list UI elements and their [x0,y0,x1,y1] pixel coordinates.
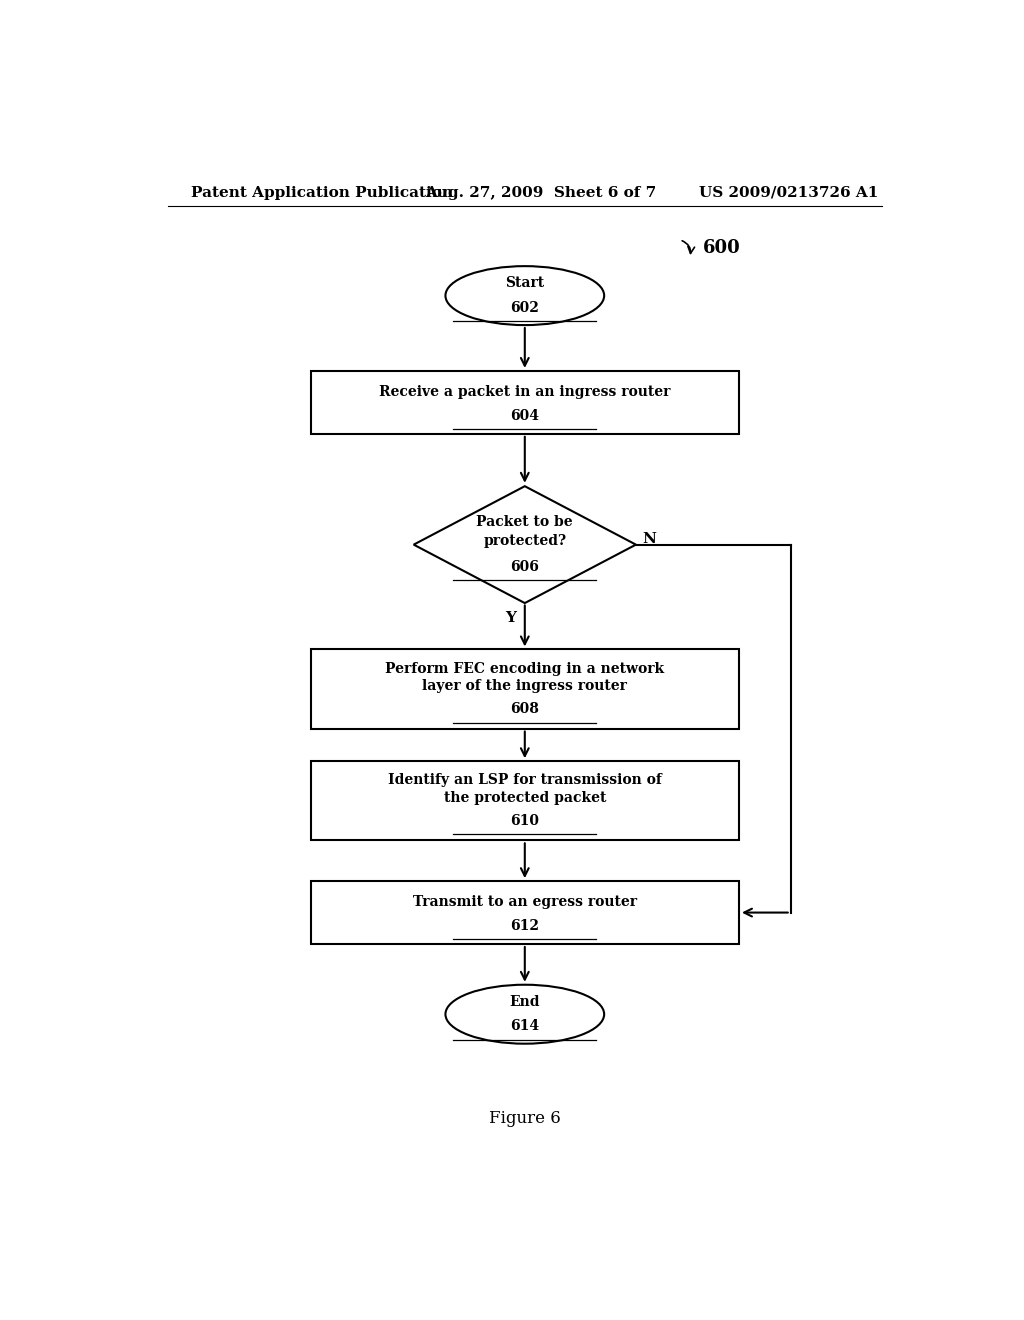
Bar [310,880,739,944]
Text: Figure 6: Figure 6 [488,1110,561,1127]
Text: 600: 600 [703,239,741,257]
Bar [310,762,739,841]
Text: 602: 602 [510,301,540,314]
Text: Perform FEC encoding in a network: Perform FEC encoding in a network [385,661,665,676]
Bar [310,371,739,434]
Text: 612: 612 [510,919,540,933]
Text: the protected packet: the protected packet [443,791,606,805]
Text: Identify an LSP for transmission of: Identify an LSP for transmission of [388,774,662,788]
Bar [310,649,739,729]
Text: 606: 606 [510,560,540,574]
Text: Start: Start [505,276,545,290]
Text: Y: Y [505,611,516,624]
Text: N: N [642,532,656,545]
Text: layer of the ingress router: layer of the ingress router [422,678,628,693]
Text: 608: 608 [510,702,540,717]
Text: 614: 614 [510,1019,540,1034]
Text: Aug. 27, 2009  Sheet 6 of 7: Aug. 27, 2009 Sheet 6 of 7 [426,186,656,199]
Text: Transmit to an egress router: Transmit to an egress router [413,895,637,909]
Text: protected?: protected? [483,533,566,548]
Text: End: End [510,995,540,1008]
Text: Patent Application Publication: Patent Application Publication [191,186,454,199]
FancyArrowPatch shape [682,240,694,253]
Text: Packet to be: Packet to be [476,515,573,529]
Text: US 2009/0213726 A1: US 2009/0213726 A1 [699,186,879,199]
Text: Receive a packet in an ingress router: Receive a packet in an ingress router [379,385,671,399]
Text: 604: 604 [510,409,540,422]
Text: 610: 610 [510,814,540,828]
